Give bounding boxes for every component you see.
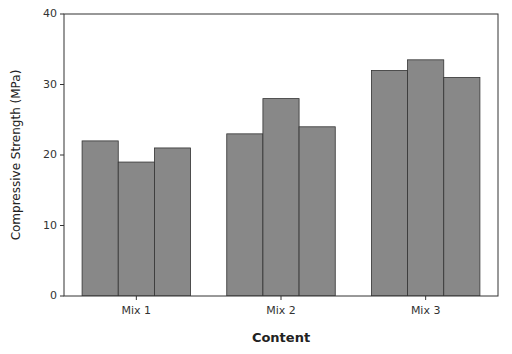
y-tick-label: 20 xyxy=(43,148,57,161)
bar xyxy=(118,162,154,296)
x-tick xyxy=(136,296,137,300)
bar xyxy=(154,148,190,296)
x-axis-label: Content xyxy=(252,330,310,345)
y-tick-label: 10 xyxy=(43,219,57,232)
plot-frame xyxy=(64,14,498,296)
x-tick xyxy=(425,296,426,300)
x-tick-label: Mix 1 xyxy=(122,304,152,317)
bars xyxy=(82,60,480,296)
y-tick-label: 40 xyxy=(43,7,57,20)
y-tick xyxy=(60,296,64,297)
bar xyxy=(371,70,407,296)
bar xyxy=(444,77,480,296)
y-tick xyxy=(60,84,64,85)
chart: 0 10 20 30 40 Mix 1 Mix 2 Mix 3 Content Compressi… xyxy=(0,0,512,354)
x-tick xyxy=(281,296,282,300)
y-tick xyxy=(60,155,64,156)
x-tick-label: Mix 3 xyxy=(411,304,441,317)
y-tick xyxy=(60,225,64,226)
bar xyxy=(227,134,263,296)
y-tick xyxy=(60,14,64,15)
bar xyxy=(408,60,444,296)
y-tick-label: 30 xyxy=(43,78,57,91)
y-axis-label: Compressive Strength (MPa) xyxy=(9,70,23,241)
bar xyxy=(299,127,335,296)
chart-container: 0 10 20 30 40 Mix 1 Mix 2 Mix 3 Content Compressi… xyxy=(0,0,512,354)
bar xyxy=(82,141,118,296)
bar xyxy=(263,99,299,296)
x-tick-label: Mix 2 xyxy=(266,304,296,317)
y-tick-label: 0 xyxy=(50,289,57,302)
